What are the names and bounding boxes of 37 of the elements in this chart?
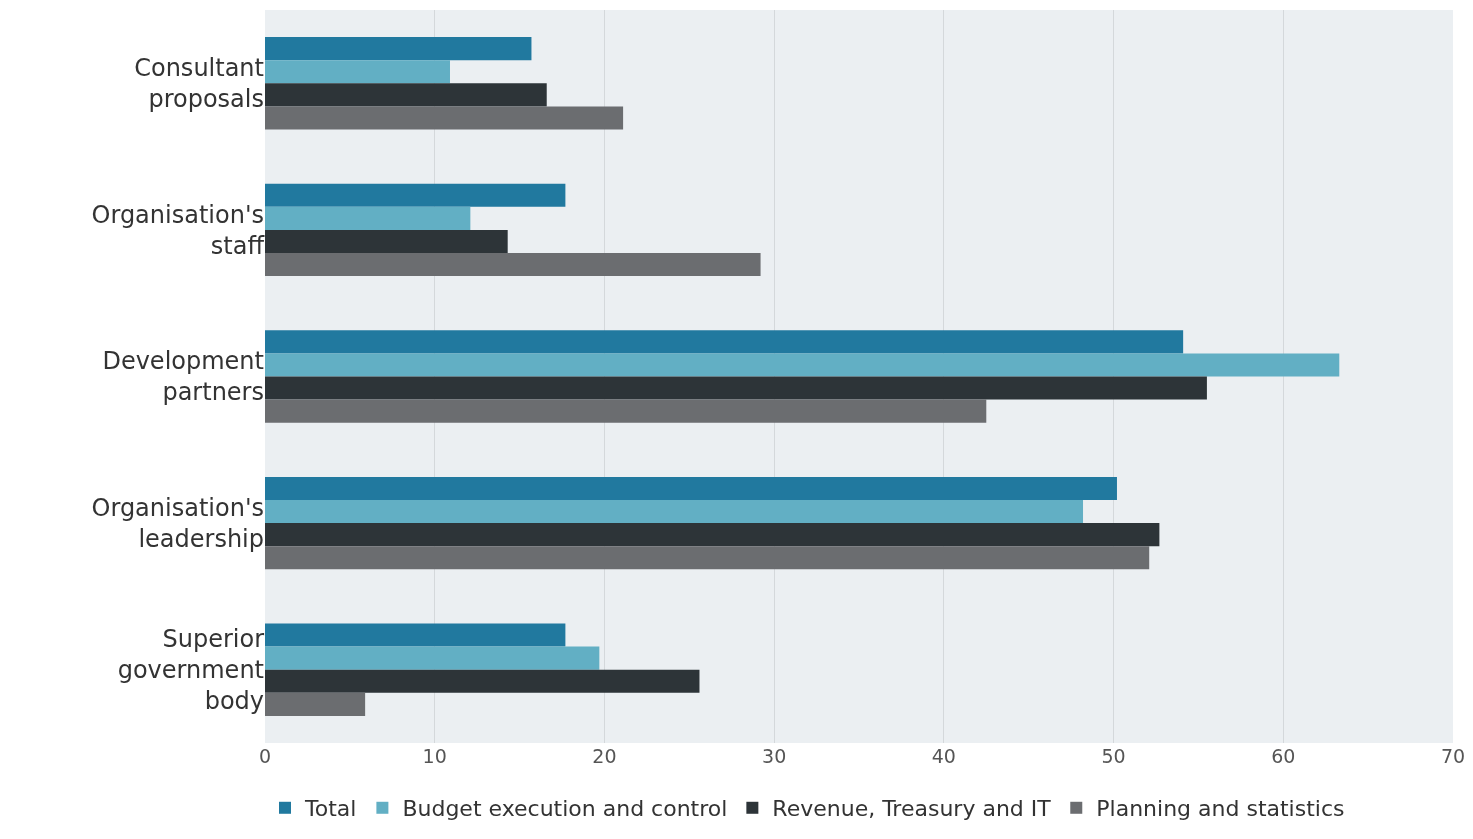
x-tick-label: 0 (258, 745, 272, 767)
bar (265, 206, 471, 230)
bar (265, 546, 1150, 570)
y-tick-label: Superior government body (117, 624, 265, 716)
legend-label: Total (304, 796, 357, 822)
bar (265, 523, 1160, 547)
x-tick-label: 30 (762, 745, 787, 767)
y-tick-label: Organisation's staff (91, 200, 265, 260)
bar (265, 37, 532, 61)
bar (265, 183, 566, 207)
legend-label: Budget execution and control (402, 796, 728, 822)
bar (265, 669, 700, 693)
y-tick-label: Consultant proposals (134, 54, 264, 114)
bar (265, 60, 450, 84)
bar (265, 476, 1117, 501)
legend-label: Revenue, Treasury and IT (772, 796, 1052, 822)
bar (265, 252, 761, 277)
bar (265, 692, 366, 716)
x-tick-label: 60 (1271, 745, 1296, 767)
bar (265, 646, 600, 670)
bar (265, 83, 547, 107)
legend-label: Planning and statistics (1096, 796, 1345, 822)
x-tick-label: 40 (931, 745, 956, 767)
bar (265, 623, 566, 647)
bar (265, 353, 1340, 377)
bar (265, 500, 1084, 524)
bar (265, 330, 1184, 354)
bar (265, 399, 987, 423)
bar (265, 229, 508, 253)
y-tick-label: Development partners (102, 347, 264, 407)
y-tick-label: Organisation's leadership (91, 493, 264, 554)
x-tick-label: 50 (1101, 745, 1126, 767)
x-tick-label: 20 (592, 745, 617, 767)
x-tick-label: 70 (1440, 745, 1466, 767)
bar (265, 106, 624, 130)
x-tick-label: 10 (422, 745, 447, 767)
bar (265, 376, 1207, 400)
